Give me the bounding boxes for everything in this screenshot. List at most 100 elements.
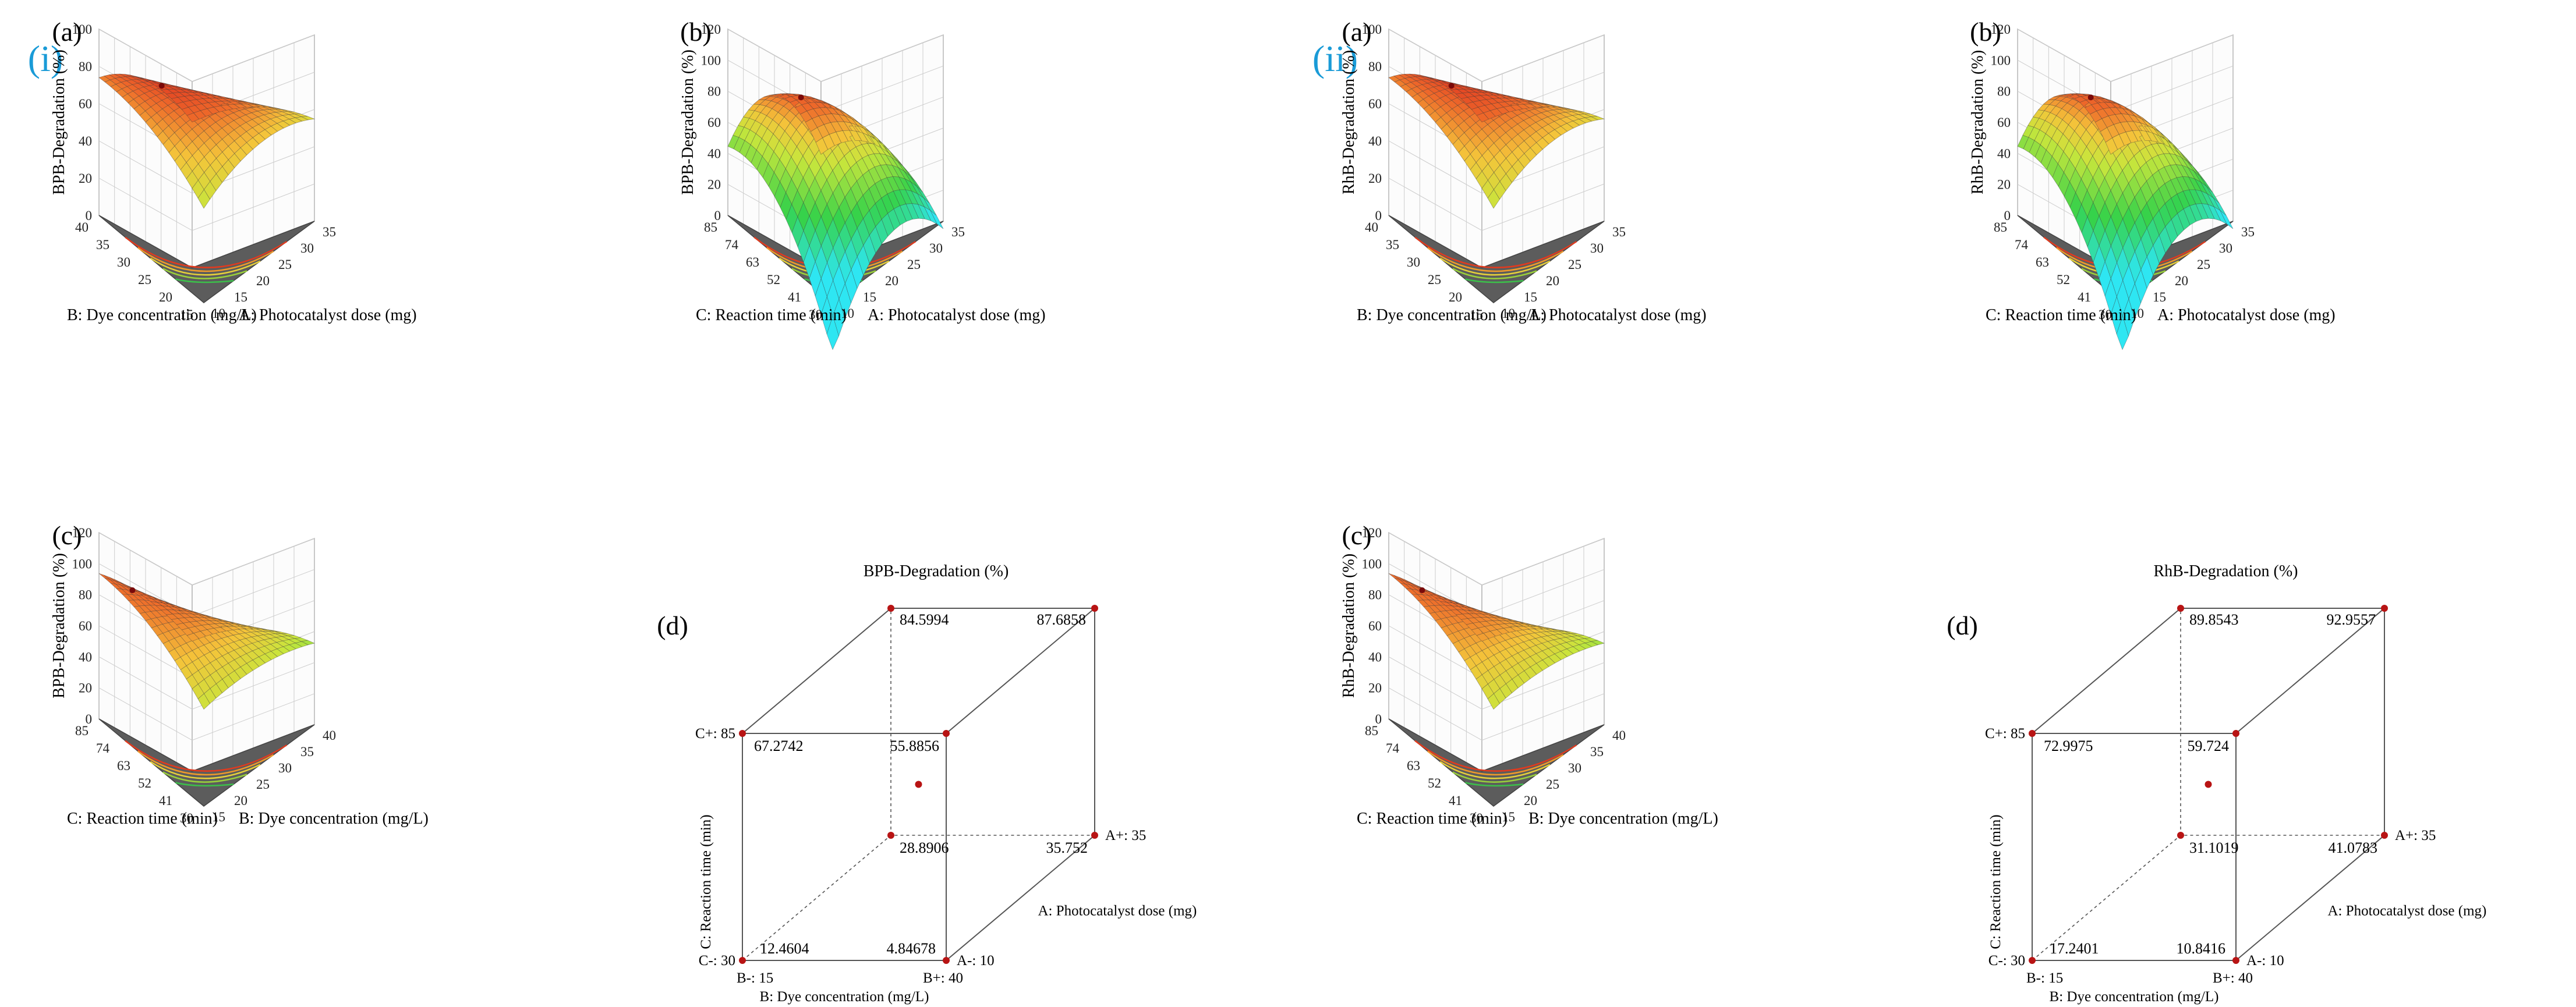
left-axis-title: C: Reaction time (min) bbox=[696, 306, 847, 324]
z-tick-label: 100 bbox=[1991, 53, 2011, 68]
design-point-marker bbox=[2087, 94, 2094, 101]
cube-z-axis-title: A: Photocatalyst dose (mg) bbox=[1038, 903, 1197, 919]
z-tick-label: 40 bbox=[79, 650, 92, 664]
z-gridline bbox=[2017, 29, 2234, 82]
right-axis-tick-label: 10 bbox=[2131, 306, 2144, 321]
floor-contour-plane bbox=[1388, 215, 1605, 303]
design-point-marker bbox=[158, 83, 165, 89]
cube-x-axis-title: B: Dye concentration (mg/L) bbox=[2050, 989, 2219, 1005]
surface-panel-0-0: 0 20 40 60 80 100 40 35 30 25 20 15 10 15 20 25 30 35 B: D… bbox=[50, 17, 417, 324]
contour-line bbox=[1439, 761, 1551, 779]
z-tick-label: 0 bbox=[86, 712, 93, 726]
response-surface bbox=[727, 93, 944, 350]
cube-value-br: 4.84678 bbox=[887, 940, 936, 957]
z-tick-label: 0 bbox=[1375, 712, 1382, 726]
right-axis-tick-label: 40 bbox=[323, 728, 336, 743]
surface-cell bbox=[300, 116, 316, 120]
panel-letter: (c) bbox=[1342, 520, 1371, 550]
z-gridline bbox=[98, 532, 315, 586]
cube-label-a-low: A-: 10 bbox=[957, 953, 995, 969]
panel-letter: (d) bbox=[657, 611, 688, 640]
cube-label-b-high: B+: 40 bbox=[2213, 970, 2253, 986]
z-tick-label: 20 bbox=[79, 681, 92, 696]
right-axis-tick-label: 20 bbox=[234, 793, 247, 808]
right-axis-tick-label: 30 bbox=[300, 241, 314, 256]
surface-cell bbox=[1590, 116, 1605, 120]
contour-line bbox=[125, 740, 288, 772]
z-tick-label: 0 bbox=[714, 208, 721, 223]
left-axis-tick-label: 30 bbox=[1470, 811, 1483, 825]
right-axis-tick-label: 15 bbox=[212, 810, 225, 824]
cube-corner-point bbox=[2177, 832, 2184, 839]
z-gridline bbox=[98, 178, 315, 231]
z-tick-label: 0 bbox=[86, 208, 93, 223]
left-axis-tick-label: 52 bbox=[1428, 776, 1441, 790]
contour-line bbox=[1452, 771, 1537, 783]
z-tick-label: 80 bbox=[707, 84, 721, 99]
cube-corner-point bbox=[2232, 957, 2239, 964]
cube-value-back-tr: 92.9557 bbox=[2327, 611, 2376, 628]
right-axis-tick-label: 25 bbox=[1568, 257, 1581, 272]
surface-cell bbox=[2220, 210, 2234, 229]
z-axis-title: RhB-Degradation (%) bbox=[1969, 50, 1987, 194]
cube-value-tl: 67.2742 bbox=[754, 737, 804, 754]
z-tick-label: 60 bbox=[1368, 97, 1382, 111]
left-axis-tick-label: 63 bbox=[117, 758, 130, 773]
cube-label-c-high: C+: 85 bbox=[695, 726, 735, 742]
right-axis-tick-label: 30 bbox=[2219, 241, 2232, 256]
part-label: (i) bbox=[28, 38, 63, 79]
z-tick-label: 120 bbox=[72, 526, 93, 540]
cube-title: BPB-Degradation (%) bbox=[864, 562, 1009, 580]
left-axis-title: C: Reaction time (min) bbox=[1357, 810, 1508, 828]
z-tick-label: 100 bbox=[72, 22, 93, 37]
right-axis-tick-label: 30 bbox=[1590, 241, 1604, 256]
cube-panel-1: 17.2401 10.8416 72.9975 59.724 31.1019 41.078… bbox=[1947, 562, 2486, 1005]
cube-edge bbox=[946, 608, 1095, 734]
cube-corner-point bbox=[1091, 832, 1098, 839]
cube-corner-point bbox=[2381, 605, 2388, 612]
contour-line bbox=[1439, 257, 1551, 276]
surface-cell bbox=[300, 640, 315, 646]
z-axis-title: RhB-Degradation (%) bbox=[1340, 50, 1358, 194]
left-axis-tick-label: 85 bbox=[1994, 220, 2007, 235]
surface-panel-1-0: 0 20 40 60 80 100 40 35 30 25 20 15 10 15 20 25 30 35 B: D… bbox=[1340, 17, 1707, 324]
right-axis-tick-label: 15 bbox=[1502, 810, 1515, 824]
left-axis-tick-label: 15 bbox=[180, 307, 193, 322]
left-axis-tick-label: 85 bbox=[75, 724, 89, 738]
z-gridline bbox=[98, 656, 315, 710]
contour-line bbox=[1465, 278, 1524, 283]
left-axis-tick-label: 74 bbox=[96, 741, 110, 756]
left-axis-tick-label: 41 bbox=[2078, 290, 2091, 304]
left-axis-tick-label: 74 bbox=[1386, 741, 1400, 756]
cube-value-back-br: 35.752 bbox=[1046, 839, 1088, 856]
cube-value-back-tr: 87.6858 bbox=[1037, 611, 1087, 628]
z-tick-label: 40 bbox=[79, 134, 92, 148]
right-axis-tick-label: 25 bbox=[2197, 257, 2210, 272]
surface-panel-0-1: 0 20 40 60 80 100 120 85 74 63 52 41 30 10 15 20 25 30 35 C… bbox=[679, 17, 1046, 350]
cube-value-tl: 72.9975 bbox=[2044, 737, 2093, 754]
cube-corner-point bbox=[739, 730, 746, 737]
left-axis-tick-label: 15 bbox=[1470, 307, 1483, 322]
cube-title: RhB-Degradation (%) bbox=[2153, 562, 2298, 580]
z-tick-label: 0 bbox=[1375, 208, 1382, 223]
z-tick-label: 80 bbox=[79, 588, 92, 602]
cube-center-point bbox=[2205, 781, 2212, 788]
left-axis-tick-label: 41 bbox=[788, 290, 801, 304]
contour-line bbox=[1427, 247, 1564, 272]
cube-value-bl: 12.4604 bbox=[760, 940, 809, 957]
z-gridline bbox=[727, 29, 944, 82]
right-axis-tick-label: 20 bbox=[1524, 793, 1537, 808]
right-axis-tick-label: 20 bbox=[256, 274, 270, 288]
surface-panel-1-2: 0 20 40 60 80 100 120 85 74 63 52 41 30 15 20 25 30 35 40 C… bbox=[1340, 520, 1718, 828]
z-tick-label: 120 bbox=[1991, 22, 2011, 37]
cube-value-tr: 59.724 bbox=[2188, 737, 2230, 754]
right-axis-tick-label: 25 bbox=[278, 257, 292, 272]
z-gridline bbox=[1388, 687, 1605, 741]
z-gridline bbox=[98, 29, 315, 82]
cube-value-back-br: 41.0783 bbox=[2329, 839, 2378, 856]
floor-contour-plane bbox=[98, 718, 315, 807]
part-label: (ii) bbox=[1312, 38, 1358, 79]
z-tick-label: 20 bbox=[707, 178, 721, 192]
right-axis-tick-label: 20 bbox=[2175, 274, 2188, 288]
cube-label-c-high: C+: 85 bbox=[1985, 726, 2025, 742]
